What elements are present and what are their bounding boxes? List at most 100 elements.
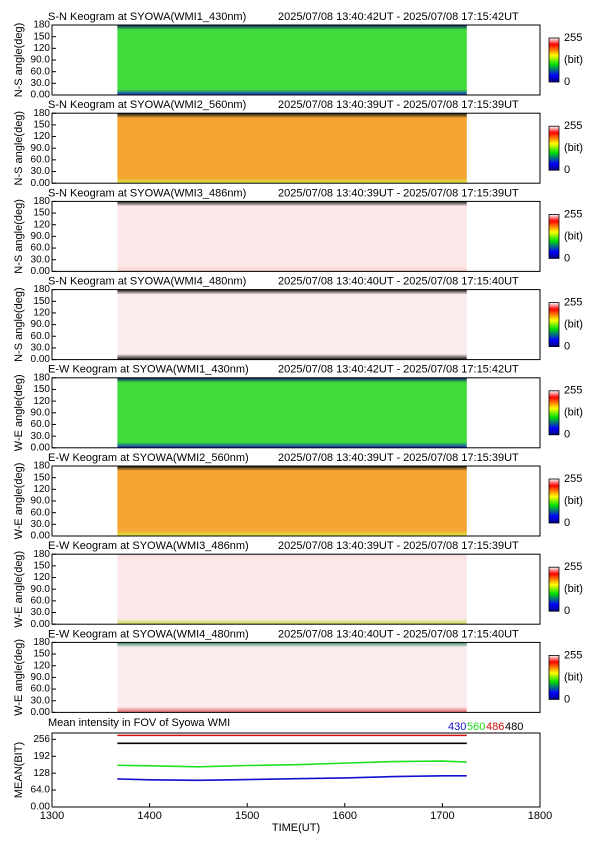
colorbar (548, 125, 560, 171)
y-tick-label: 60.0 (31, 684, 51, 695)
y-tick-label: 180 (33, 108, 50, 119)
y-tick-label: 60.0 (31, 331, 51, 342)
y-tick-label: 30.0 (31, 607, 51, 618)
y-tick-label: 180 (33, 372, 50, 383)
series-line (117, 760, 467, 768)
y-tick-label: 180 (33, 461, 50, 472)
colorbar-label: (bit) (564, 54, 583, 66)
legend-label: 560 (467, 721, 485, 733)
y-tick-label: 180 (33, 20, 50, 31)
colorbar-label: (bit) (564, 142, 583, 154)
keogram-image (117, 25, 467, 95)
panel-title: E-W Keogram at SYOWA(WMI2_560nm) (48, 452, 249, 464)
y-tick-label: 0.00 (31, 266, 51, 277)
legend-label: 480 (505, 721, 523, 733)
y-tick-label: 0.00 (31, 90, 51, 101)
time-range: 2025/07/08 13:40:42UT - 2025/07/08 17:15… (278, 364, 519, 376)
colorbar (548, 37, 560, 83)
keogram-image (117, 554, 467, 625)
panel-title: S-N Keogram at SYOWA(WMI2_560nm) (48, 99, 246, 111)
panel-title: S-N Keogram at SYOWA(WMI1_430nm) (48, 11, 246, 23)
keogram-image (117, 201, 467, 272)
y-tick-label: 120 (33, 484, 50, 495)
y-tick-label: 30.0 (31, 78, 51, 89)
colorbar-label: (bit) (564, 495, 583, 507)
colorbar-tick-label: 255 (564, 561, 582, 573)
y-tick-label: 120 (33, 131, 50, 142)
panel-title: Mean intensity in FOV of Syowa WMI (48, 717, 230, 729)
y-tick-label: 150 (33, 561, 50, 572)
time-range: 2025/07/08 13:40:39UT - 2025/07/08 17:15… (278, 99, 519, 111)
plot-frame (51, 732, 541, 808)
y-tick-label: 120 (33, 43, 50, 54)
y-tick-label: 150 (33, 649, 50, 660)
y-tick-label: 150 (33, 384, 50, 395)
y-axis-label: N-S angle(deg) (13, 23, 25, 98)
y-tick-label: 60.0 (31, 419, 51, 430)
time-range: 2025/07/08 13:40:42UT - 2025/07/08 17:15… (278, 11, 519, 23)
y-tick-label: 30.0 (31, 519, 51, 530)
keogram-image (117, 113, 467, 184)
x-tick-label: 1800 (528, 810, 552, 822)
panel-title: S-N Keogram at SYOWA(WMI4_480nm) (48, 276, 246, 288)
y-tick-label: 90.0 (31, 319, 51, 330)
y-tick-label: 60.0 (31, 155, 51, 166)
y-tick-label: 30.0 (31, 343, 51, 354)
colorbar-label: (bit) (564, 583, 583, 595)
colorbar-tick-label: 255 (564, 649, 582, 661)
y-tick-label: 0.00 (31, 354, 51, 365)
time-range: 2025/07/08 13:40:39UT - 2025/07/08 17:15… (278, 540, 519, 552)
y-tick-label: 0.00 (31, 531, 51, 542)
y-tick-label: 180 (33, 196, 50, 207)
y-tick-label: 180 (33, 549, 50, 560)
y-tick-label: 64.0 (31, 785, 51, 796)
y-tick-label: 90.0 (31, 496, 51, 507)
time-range: 2025/07/08 13:40:40UT - 2025/07/08 17:15… (278, 628, 519, 640)
colorbar (548, 478, 560, 524)
panel-title: E-W Keogram at SYOWA(WMI1_430nm) (48, 364, 249, 376)
y-tick-label: 30.0 (31, 431, 51, 442)
colorbar (548, 390, 560, 436)
x-tick-label: 1700 (430, 810, 454, 822)
x-tick-label: 1300 (40, 810, 64, 822)
y-tick-label: 0.00 (31, 442, 51, 453)
y-tick-label: 30.0 (31, 695, 51, 706)
y-tick-label: 90.0 (31, 55, 51, 66)
y-tick-label: 256 (33, 734, 50, 745)
y-tick-label: 0.00 (31, 802, 51, 813)
y-axis-label: W-E angle(deg) (13, 639, 25, 716)
y-tick-label: 0.00 (31, 707, 51, 718)
colorbar-tick-label: 0 (564, 341, 570, 353)
colorbar-label: (bit) (564, 671, 583, 683)
keogram-image (117, 377, 467, 448)
colorbar-label: (bit) (564, 230, 583, 242)
y-tick-label: 120 (33, 219, 50, 230)
y-tick-label: 60.0 (31, 66, 51, 77)
series-line (117, 775, 467, 782)
y-tick-label: 120 (33, 660, 50, 671)
colorbar-tick-label: 0 (564, 76, 570, 88)
y-tick-label: 90.0 (31, 407, 51, 418)
y-tick-label: 60.0 (31, 596, 51, 607)
colorbar (548, 213, 560, 259)
keogram-image (117, 466, 467, 536)
x-tick-label: 1600 (333, 810, 357, 822)
y-tick-label: 192 (33, 751, 50, 762)
time-range: 2025/07/08 13:40:40UT - 2025/07/08 17:15… (278, 276, 519, 288)
colorbar-tick-label: 0 (564, 252, 570, 264)
y-tick-label: 0.00 (31, 178, 51, 189)
time-range: 2025/07/08 13:40:39UT - 2025/07/08 17:15… (278, 187, 519, 199)
y-tick-label: 150 (33, 472, 50, 483)
y-axis-label: N-S angle(deg) (13, 111, 25, 186)
y-axis-label: W-E angle(deg) (13, 463, 25, 540)
y-tick-label: 180 (33, 637, 50, 648)
panel-title: E-W Keogram at SYOWA(WMI3_486nm) (48, 540, 249, 552)
colorbar-tick-label: 255 (564, 120, 582, 132)
y-tick-label: 30.0 (31, 254, 51, 265)
y-tick-label: 128 (33, 768, 50, 779)
y-tick-label: 60.0 (31, 243, 51, 254)
y-tick-label: 90.0 (31, 584, 51, 595)
y-tick-label: 120 (33, 396, 50, 407)
colorbar-tick-label: 0 (564, 164, 570, 176)
x-axis-label: TIME(UT) (272, 822, 320, 834)
